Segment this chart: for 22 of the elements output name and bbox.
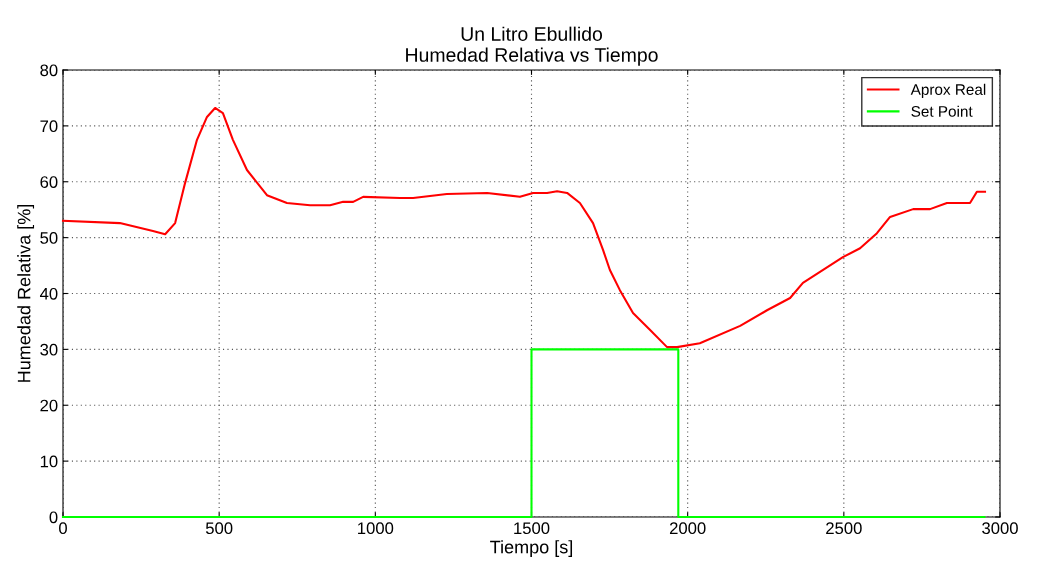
y-tick-label: 30 [40,343,58,356]
chart-title: Un Litro Ebullido Humedad Relativa vs Tiempo [406,26,658,66]
y-tick-label: 50 [40,232,58,244]
x-tick-label: 2500 [826,522,862,535]
y-tick-label: 20 [40,399,58,412]
x-tick-label: 2000 [669,522,706,535]
x-axis-title: Tiempo [s] [490,540,573,558]
y-tick-label: 40 [39,287,58,300]
y-tick-label: 60 [40,176,58,188]
legend-label: Set Point [911,105,973,117]
y-axis-title: Humedad Relativa [%] [17,204,35,382]
legend-label: Aprox Real [910,83,986,98]
y-tick-label: 0 [49,511,58,524]
line-series [61,106,987,349]
y-tick-label: 80 [40,64,58,77]
y-tick-label: 10 [40,455,58,468]
x-tick-label: 1000 [358,522,394,535]
x-tick-label: 0 [59,522,67,535]
x-tick-label: 1500 [514,522,550,535]
x-tick-label: 3000 [982,522,1018,535]
x-tick-label: 500 [205,522,233,535]
y-tick-label: 70 [40,120,58,133]
